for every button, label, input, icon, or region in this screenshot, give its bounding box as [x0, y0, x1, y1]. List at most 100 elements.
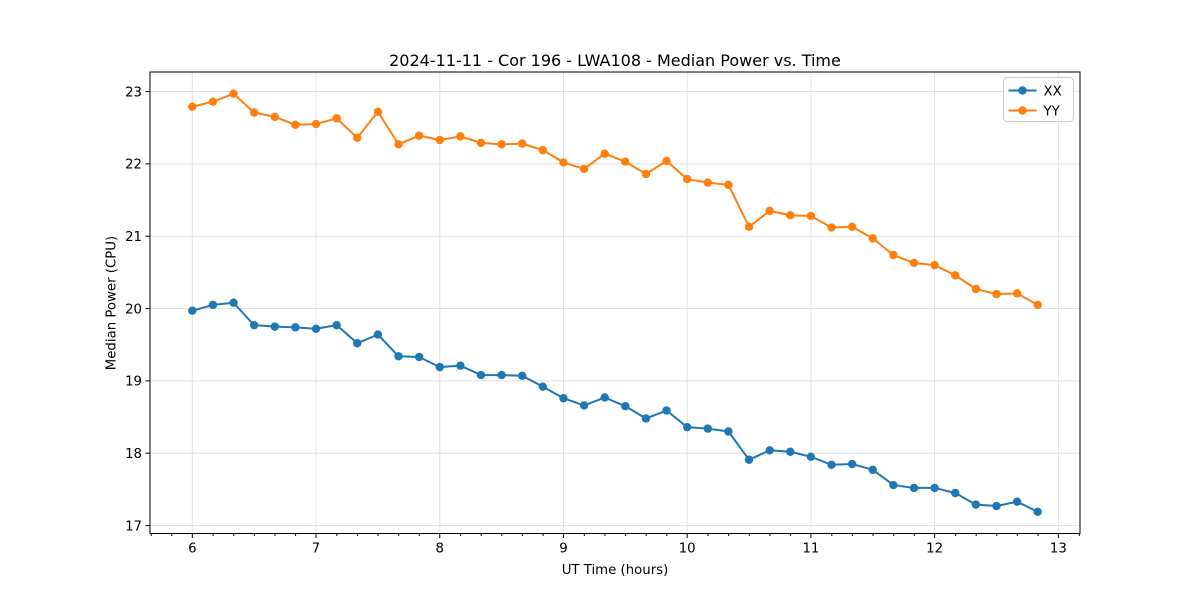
- data-point: [641, 414, 651, 423]
- x-tick-labels: 6 7 8 9 10 11 12 13: [188, 542, 1067, 557]
- series-YY: [188, 89, 1042, 310]
- data-point: [765, 446, 774, 455]
- data-point: [435, 362, 444, 372]
- data-point: [353, 133, 362, 143]
- data-point: [311, 119, 321, 129]
- data-point: [456, 132, 465, 141]
- data-point: [332, 114, 341, 123]
- legend-label: YY: [1043, 104, 1061, 119]
- data-point: [394, 352, 403, 361]
- data-point: [992, 289, 1001, 299]
- chart-title: 2024-11-11 - Cor 196 - LWA108 - Median P…: [389, 51, 841, 70]
- y-tick-label: 19: [125, 375, 142, 390]
- data-point: [641, 169, 651, 179]
- data-point: [951, 488, 960, 498]
- data-point: [538, 145, 548, 155]
- legend-label: XX: [1044, 84, 1062, 99]
- y-tick-label: 21: [125, 230, 142, 245]
- data-point: [682, 422, 692, 432]
- data-point: [291, 323, 300, 332]
- data-point: [930, 483, 939, 493]
- x-tick-label: 11: [802, 542, 819, 557]
- data-point: [930, 260, 939, 270]
- data-point: [373, 107, 383, 116]
- y-tick-label: 22: [125, 158, 142, 173]
- y-tick-label: 17: [125, 519, 142, 534]
- data-point: [703, 424, 713, 433]
- y-axis-label: Median Power (CPU): [104, 235, 120, 371]
- x-tick-label: 8: [436, 542, 444, 557]
- data-point: [353, 339, 362, 348]
- data-point: [208, 300, 218, 310]
- x-axis-label: UT Time (hours): [561, 563, 669, 578]
- data-point: [909, 483, 919, 493]
- data-point: [600, 393, 609, 402]
- data-point: [682, 174, 692, 184]
- x-tick-label: 6: [188, 542, 196, 557]
- data-point: [311, 324, 321, 333]
- data-point: [188, 102, 197, 111]
- data-point: [868, 465, 877, 475]
- data-point: [786, 211, 795, 220]
- data-point: [497, 140, 506, 149]
- data-point: [559, 158, 568, 167]
- data-point: [497, 370, 506, 380]
- x-tick-label: 10: [679, 542, 696, 557]
- y-tick-labels: 17 18 19 20 21 22 23: [125, 85, 142, 534]
- data-point: [1033, 507, 1042, 516]
- data-point: [229, 298, 238, 307]
- data-point: [971, 500, 981, 509]
- data-point: [394, 140, 403, 149]
- plot-border: [149, 71, 1081, 534]
- legend-frame: [1003, 77, 1074, 122]
- data-point: [786, 447, 795, 456]
- data-point: [909, 258, 919, 268]
- x-tick-label: 12: [926, 542, 943, 557]
- y-tick-label: 23: [125, 85, 142, 100]
- data-point: [579, 401, 589, 410]
- data-point: [868, 234, 877, 243]
- y-tick-label: 20: [125, 302, 142, 317]
- gridlines: [150, 72, 1080, 534]
- data-point: [1012, 497, 1022, 506]
- data-point: [414, 131, 424, 140]
- data-point: [1033, 300, 1042, 310]
- data-point: [208, 97, 218, 106]
- legend-marker-sample: [1018, 106, 1027, 115]
- data-point: [291, 120, 300, 130]
- legend-item-XX: XX: [1008, 84, 1062, 99]
- legend: XX YY: [1003, 77, 1074, 122]
- data-point: [827, 223, 836, 232]
- x-tick-label: 9: [559, 542, 567, 557]
- data-point: [249, 108, 259, 117]
- data-point: [806, 211, 816, 221]
- data-point: [827, 460, 836, 469]
- data-point: [992, 501, 1001, 511]
- data-point: [951, 271, 960, 280]
- data-point: [744, 455, 754, 464]
- data-point: [744, 222, 754, 231]
- data-point: [476, 370, 486, 380]
- data-point: [188, 306, 197, 315]
- data-point: [600, 149, 609, 158]
- data-point: [249, 320, 259, 330]
- data-point: [414, 352, 424, 362]
- data-point: [332, 320, 341, 330]
- axis-ticks: [145, 91, 1080, 538]
- series-line-XX: [191, 301, 1039, 513]
- series-XX: [188, 298, 1042, 516]
- data-point: [889, 480, 898, 490]
- data-point: [724, 427, 733, 436]
- data-point: [724, 180, 733, 190]
- data-point: [270, 322, 279, 331]
- data-point: [703, 178, 713, 187]
- data-point: [476, 138, 486, 148]
- x-tick-label: 13: [1050, 542, 1067, 557]
- data-point: [662, 406, 671, 415]
- data-point: [435, 135, 444, 145]
- data-point: [229, 89, 238, 98]
- y-tick-label: 18: [125, 447, 142, 462]
- data-point: [971, 284, 981, 294]
